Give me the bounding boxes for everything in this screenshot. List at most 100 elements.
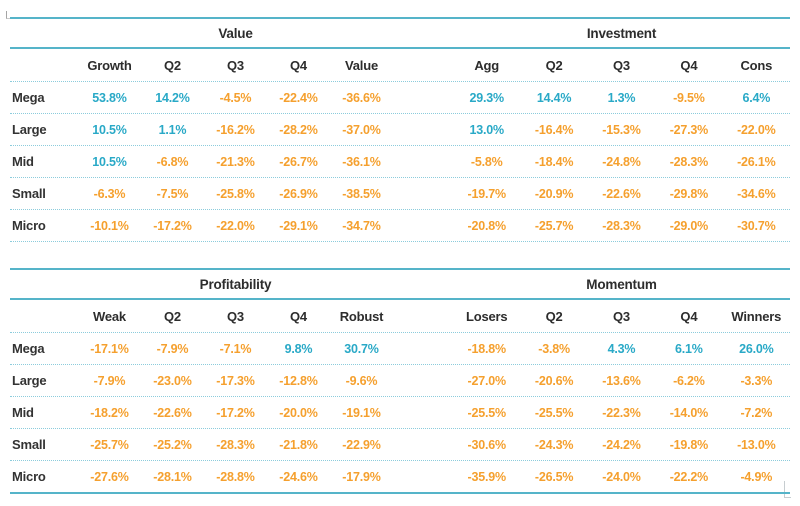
value-cell: -4.9% xyxy=(740,469,773,484)
table-row: Small -6.3% -7.5% -25.8% -26.9% -38.5% -19.7% -… xyxy=(10,177,790,209)
value-cell: -19.7% xyxy=(467,186,506,201)
value-cell: -34.7% xyxy=(342,218,381,233)
returns-table-sheet: Value Investment Growth Q2 Q3 Q4 Value A… xyxy=(6,0,791,506)
value-cell: -25.7% xyxy=(534,218,574,233)
value-cell: -35.9% xyxy=(467,469,506,484)
row-label: Mid xyxy=(12,405,34,420)
section-header-row: Value Investment xyxy=(10,19,790,47)
value-cell: -22.2% xyxy=(669,469,709,484)
row-label: Small xyxy=(12,186,46,201)
value-cell: -15.3% xyxy=(602,122,641,137)
column-header: Agg xyxy=(474,57,500,73)
column-gap xyxy=(393,82,453,113)
value-cell: -16.4% xyxy=(534,122,574,137)
value-cell: -21.3% xyxy=(216,154,255,169)
row-label: Micro xyxy=(12,469,46,484)
column-header: Q3 xyxy=(227,57,244,73)
column-header: Q3 xyxy=(613,57,630,73)
value-cell: -26.7% xyxy=(279,154,318,169)
value-cell: -28.3% xyxy=(216,437,255,452)
section-title-investment: Investment xyxy=(586,25,657,41)
value-cell: -9.6% xyxy=(345,373,378,388)
column-gap xyxy=(393,146,453,177)
value-cell: -18.2% xyxy=(90,405,129,420)
value-cell: -14.0% xyxy=(669,405,709,420)
section-title-profitability: Profitability xyxy=(199,276,272,292)
value-cell: -24.6% xyxy=(279,469,318,484)
column-header: Q2 xyxy=(164,57,181,73)
column-header: Winners xyxy=(731,308,782,324)
value-cell: 10.5% xyxy=(92,154,127,169)
value-cell: -26.1% xyxy=(737,154,776,169)
column-header: Q2 xyxy=(545,57,563,73)
value-cell: -38.5% xyxy=(342,186,381,201)
section-title-value: Value xyxy=(218,25,253,41)
column-header: Q2 xyxy=(545,308,563,324)
value-cell: -26.5% xyxy=(534,469,574,484)
value-cell: -6.3% xyxy=(93,186,126,201)
table-body: Mega 53.8% 14.2% -4.5% -22.4% -36.6% 29.3% 14.4… xyxy=(10,81,790,242)
value-cell: -19.1% xyxy=(342,405,381,420)
value-cell: 53.8% xyxy=(92,90,127,105)
value-cell: -7.9% xyxy=(156,341,189,356)
column-gap xyxy=(393,114,453,145)
value-cell: 6.1% xyxy=(675,341,703,356)
value-cell: -5.8% xyxy=(470,154,503,169)
column-header: Q2 xyxy=(164,308,181,324)
value-cell: -18.4% xyxy=(534,154,574,169)
table-body: Mega -17.1% -7.9% -7.1% 9.8% 30.7% -18.8% -3.8%… xyxy=(10,332,790,494)
value-cell: -29.8% xyxy=(669,186,709,201)
value-cell: 13.0% xyxy=(469,122,504,137)
section-header-row: Profitability Momentum xyxy=(10,270,790,298)
value-cell: -17.2% xyxy=(153,218,192,233)
column-header: Weak xyxy=(93,308,126,324)
value-cell: -6.2% xyxy=(673,373,705,388)
value-cell: 29.3% xyxy=(469,90,504,105)
value-cell: -30.7% xyxy=(737,218,776,233)
value-cell: 30.7% xyxy=(344,341,379,356)
row-label: Mega xyxy=(12,341,45,356)
column-header: Value xyxy=(345,57,378,73)
value-cell: 6.4% xyxy=(742,90,771,105)
value-cell: -13.0% xyxy=(737,437,776,452)
row-label: Large xyxy=(12,373,47,388)
table-row: Micro -10.1% -17.2% -22.0% -29.1% -34.7% -20.8… xyxy=(10,209,790,242)
value-cell: -26.9% xyxy=(279,186,318,201)
value-cell: -3.3% xyxy=(740,373,773,388)
value-cell: -10.1% xyxy=(90,218,129,233)
table-profitability-momentum: Profitability Momentum Weak Q2 Q3 Q4 Rob… xyxy=(10,268,790,494)
value-cell: 14.4% xyxy=(536,90,572,105)
value-cell: -13.6% xyxy=(602,373,641,388)
column-gap xyxy=(393,397,453,428)
table-row: Mega 53.8% 14.2% -4.5% -22.4% -36.6% 29.3% 14.4… xyxy=(10,81,790,113)
column-gap xyxy=(393,365,453,396)
value-cell: -24.0% xyxy=(602,469,641,484)
column-header-row: Weak Q2 Q3 Q4 Robust Losers Q2 Q3 Q4 Win… xyxy=(10,300,790,332)
value-cell: -30.6% xyxy=(467,437,506,452)
row-label: Micro xyxy=(12,218,46,233)
value-cell: -4.5% xyxy=(219,90,252,105)
value-cell: 1.3% xyxy=(607,90,636,105)
value-cell: -6.8% xyxy=(156,154,189,169)
table-row: Large 10.5% 1.1% -16.2% -28.2% -37.0% 13.0% -16… xyxy=(10,113,790,145)
value-cell: 10.5% xyxy=(92,122,127,137)
value-cell: -17.2% xyxy=(216,405,255,420)
table-row: Small -25.7% -25.2% -28.3% -21.8% -22.9% -30.6… xyxy=(10,428,790,460)
table-value-investment: Value Investment Growth Q2 Q3 Q4 Value A… xyxy=(10,17,790,242)
value-cell: -25.2% xyxy=(153,437,192,452)
row-label: Mega xyxy=(12,90,45,105)
divider-solid xyxy=(10,268,790,270)
value-cell: -9.5% xyxy=(673,90,705,105)
value-cell: -36.1% xyxy=(342,154,381,169)
value-cell: -20.9% xyxy=(534,186,574,201)
divider-solid xyxy=(10,17,790,19)
column-header: Q4 xyxy=(290,57,307,73)
column-header: Q3 xyxy=(227,308,244,324)
column-header-row: Growth Q2 Q3 Q4 Value Agg Q2 Q3 Q4 Cons xyxy=(10,49,790,81)
value-cell: -22.6% xyxy=(153,405,192,420)
value-cell: -16.2% xyxy=(216,122,255,137)
section-title-momentum: Momentum xyxy=(586,276,657,292)
value-cell: -7.5% xyxy=(156,186,189,201)
value-cell: -21.8% xyxy=(279,437,318,452)
value-cell: -27.3% xyxy=(669,122,709,137)
